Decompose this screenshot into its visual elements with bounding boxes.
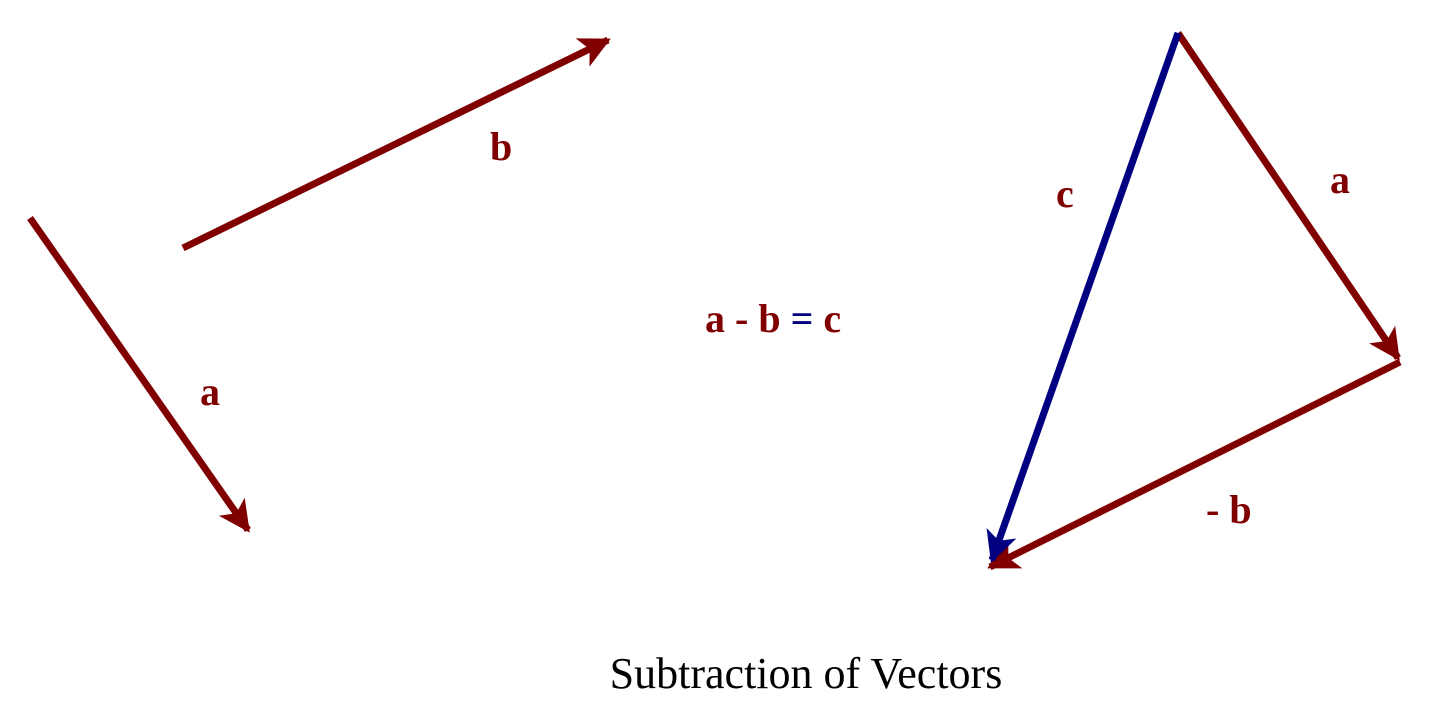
vector-minus-b — [987, 358, 1402, 571]
vector-label: a — [1330, 157, 1350, 202]
vector-a — [27, 215, 251, 533]
vector-label: b — [490, 124, 512, 169]
equation-operator: = — [791, 296, 814, 341]
vector-a — [1175, 31, 1401, 361]
vector-c — [986, 31, 1182, 563]
vector-label: a — [200, 369, 220, 414]
equation-term: b — [758, 296, 780, 341]
caption: Subtraction of Vectors — [610, 649, 1003, 698]
equation-operator: - — [735, 296, 748, 341]
vector-label: c — [1056, 171, 1074, 216]
equation: a - b = c — [705, 296, 841, 341]
equation-term: c — [823, 296, 841, 341]
equation-term: a — [705, 296, 725, 341]
vector-b — [181, 36, 611, 252]
vector-label: - b — [1206, 487, 1252, 532]
